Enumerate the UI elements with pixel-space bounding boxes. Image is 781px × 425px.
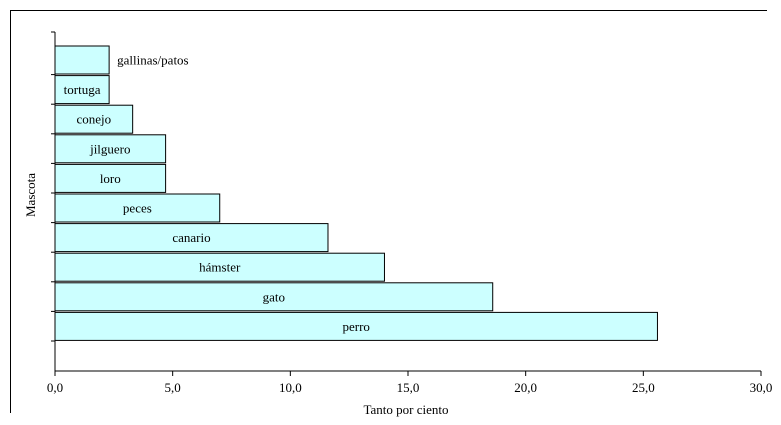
bar-labels-group: gallinas/patostortugaconejojilguerolorop… [64,53,370,334]
bar-label-8: gato [263,289,285,304]
bar-label-9: perro [343,319,370,334]
x-tick-label-2: 10,0 [279,380,302,395]
bar-label-6: canario [172,230,210,245]
y-ticks-group [51,31,55,342]
chart-frame [10,10,767,413]
x-tick-label-4: 20,0 [514,380,537,395]
x-axis-label: Tanto por ciento [363,402,448,417]
bar-7 [54,252,385,282]
bars-group [54,45,658,341]
x-tick-label-6: 30,0 [750,380,773,395]
y-axis-label: Mascota [23,173,38,217]
x-ticks-group: 0,0 5,0 10,0 15,0 20,0 25,0 30,0 [47,371,773,395]
bar-label-4: loro [100,171,121,186]
bar-label-0: gallinas/patos [117,53,189,68]
bar-label-5: peces [123,201,152,216]
bar-1 [54,75,110,105]
bar-0 [54,45,110,75]
bar-label-1: tortuga [64,82,101,97]
x-tick-label-3: 15,0 [397,380,420,395]
bar-9 [54,311,658,341]
bar-label-3: jilguero [89,141,130,156]
x-tick-label-0: 0,0 [47,380,63,395]
bar-5 [54,193,221,223]
x-tick-label-1: 5,0 [165,380,181,395]
bar-label-2: conejo [77,112,112,127]
x-tick-label-5: 25,0 [632,380,655,395]
bar-4 [54,163,167,193]
bar-label-7: hámster [199,260,241,275]
bar-6 [54,223,329,253]
bar-2 [54,104,134,134]
bar-8 [54,282,494,312]
